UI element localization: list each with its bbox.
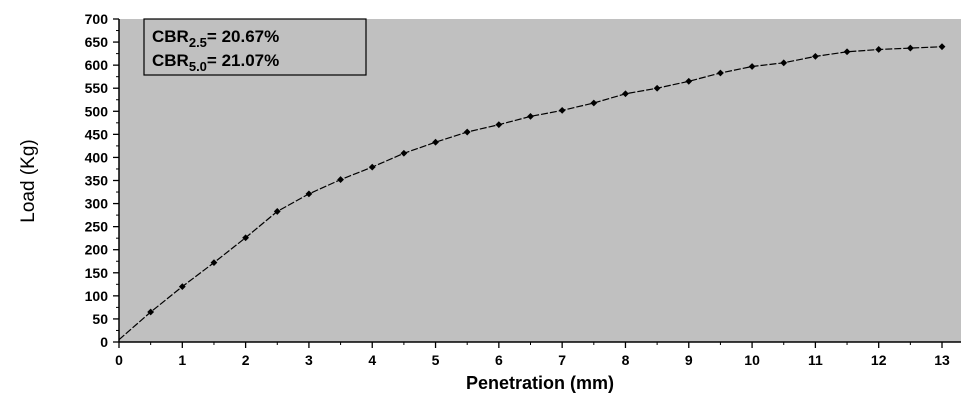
- data-point-marker: [432, 138, 439, 146]
- data-point-marker: [147, 308, 155, 316]
- data-point-marker: [242, 234, 250, 242]
- x-tick-label: 11: [808, 352, 823, 368]
- y-tick-label: 200: [85, 242, 109, 258]
- y-tick-label: 600: [85, 57, 109, 73]
- y-tick-label: 650: [85, 34, 109, 50]
- y-tick-label: 450: [85, 126, 109, 142]
- x-tick-label: 7: [558, 352, 566, 368]
- y-tick-label: 150: [85, 265, 109, 281]
- y-axis-ticks: 0 50 100 150 200 250 300 350 400 450 500 550 600 650 7…: [85, 11, 119, 350]
- data-point-marker: [495, 121, 503, 129]
- y-tick-label: 100: [85, 288, 109, 304]
- series-layer: [118, 43, 946, 341]
- x-tick-label: 10: [744, 352, 760, 368]
- data-point-marker: [590, 99, 598, 107]
- legend-base-5-0: CBR: [152, 51, 189, 70]
- y-tick-label: 500: [85, 103, 109, 119]
- legend-line-cbr-5-0: CBR5.0= 21.07%: [152, 51, 279, 74]
- legend-value-5-0: = 21.07%: [207, 51, 279, 70]
- legend-line-cbr-2-5: CBR2.5= 20.67%: [152, 27, 279, 50]
- x-tick-label: 4: [368, 352, 376, 368]
- data-point-marker: [875, 46, 883, 53]
- y-tick-label: 50: [92, 311, 108, 327]
- data-point-marker: [273, 208, 281, 215]
- y-tick-label: 300: [85, 196, 109, 212]
- x-tick-label: 3: [305, 352, 313, 368]
- data-point-marker: [717, 69, 724, 77]
- data-point-marker: [558, 106, 566, 114]
- legend-sub-2-5: 2.5: [189, 35, 207, 50]
- cbr-legend-box: CBR2.5= 20.67% CBR5.0= 21.07%: [143, 18, 367, 76]
- x-tick-label: 5: [432, 352, 440, 368]
- x-tick-label: 2: [242, 352, 250, 368]
- data-point-marker: [843, 48, 851, 56]
- series-line: [118, 46, 943, 341]
- y-tick-label: 250: [85, 219, 109, 235]
- data-point-marker: [368, 163, 376, 171]
- legend-base-2-5: CBR: [152, 27, 189, 46]
- data-point-marker: [337, 176, 344, 183]
- data-point-marker: [210, 259, 218, 267]
- x-tick-label: 6: [495, 352, 503, 368]
- x-tick-label: 12: [871, 352, 887, 368]
- data-point-marker: [906, 44, 914, 52]
- x-axis-ticks: 0 1 2 3 4 5 6 7 8 9 10 11 12 13: [115, 342, 950, 368]
- data-point-marker: [748, 63, 756, 70]
- data-point-marker: [527, 112, 534, 120]
- data-point-marker: [811, 52, 819, 60]
- data-point-marker: [938, 43, 946, 51]
- y-tick-label: 350: [85, 173, 109, 189]
- x-tick-label: 0: [115, 352, 123, 368]
- data-point-marker: [622, 90, 629, 98]
- data-point-marker: [400, 149, 408, 157]
- x-axis-title: Penetration (mm): [466, 373, 614, 393]
- y-tick-label: 400: [85, 149, 109, 165]
- data-point-marker: [305, 190, 313, 198]
- y-tick-label: 0: [100, 334, 108, 350]
- x-tick-label: 9: [685, 352, 693, 368]
- y-tick-label: 700: [85, 11, 109, 27]
- data-point-marker: [463, 128, 471, 136]
- x-tick-label: 13: [934, 352, 950, 368]
- legend-value-2-5: = 20.67%: [207, 27, 279, 46]
- x-tick-label: 8: [622, 352, 630, 368]
- y-tick-label: 550: [85, 80, 109, 96]
- legend-frame: [143, 18, 367, 76]
- x-tick-label: 1: [178, 352, 186, 368]
- data-point-marker: [685, 77, 693, 85]
- data-point-marker: [178, 283, 186, 291]
- data-point-marker: [653, 84, 661, 92]
- y-axis-title: Load (Kg): [18, 139, 39, 222]
- legend-sub-5-0: 5.0: [189, 59, 207, 74]
- data-point-marker: [780, 59, 788, 67]
